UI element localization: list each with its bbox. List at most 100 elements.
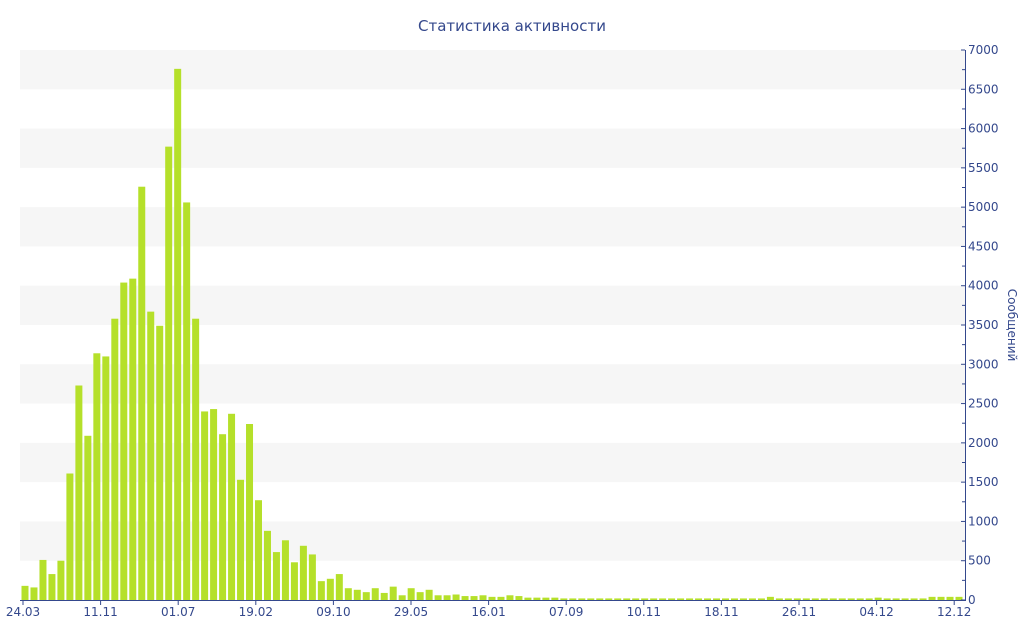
bar (192, 318, 200, 600)
bar (219, 434, 227, 600)
bar (66, 473, 74, 600)
x-tick-label: 29.05 (394, 605, 428, 619)
y-tick-label: 6500 (968, 82, 999, 96)
bar (21, 585, 29, 600)
bar (299, 545, 307, 600)
x-tick-label: 10.11 (627, 605, 661, 619)
bar (695, 598, 703, 600)
bar (407, 588, 415, 600)
bar (578, 598, 586, 600)
bar (614, 598, 622, 600)
bar (237, 479, 245, 600)
x-tick-label: 11.11 (83, 605, 117, 619)
x-tick-label: 16.01 (471, 605, 505, 619)
bar (84, 435, 92, 600)
bar (75, 385, 83, 600)
bar (838, 598, 846, 600)
bar (102, 356, 110, 600)
bar (443, 595, 451, 600)
y-tick-label: 1500 (968, 475, 999, 489)
x-tick-label: 24.03 (6, 605, 40, 619)
y-tick-label: 2500 (968, 397, 999, 411)
y-tick-label: 7000 (968, 43, 999, 57)
y-tick-label: 4000 (968, 279, 999, 293)
bar (461, 596, 469, 600)
bar (48, 574, 56, 600)
bar (371, 588, 379, 600)
bar (30, 587, 38, 600)
bar (174, 68, 182, 601)
bar (308, 554, 316, 600)
bar (434, 595, 442, 600)
bar (623, 598, 631, 600)
bar (497, 596, 505, 600)
bar (39, 559, 47, 600)
bar (587, 598, 595, 600)
bar (775, 598, 783, 600)
bar (784, 598, 792, 600)
bar (704, 598, 712, 600)
bar (677, 598, 685, 600)
bar (811, 598, 819, 600)
bar (57, 560, 65, 600)
x-tick-label: 07.09 (549, 605, 583, 619)
bar (551, 597, 559, 600)
bar (201, 411, 209, 600)
y-axis-ticks: 0 500 1000 1500 2000 2500 3000 3500 4000 4500 5000… (961, 43, 999, 607)
bar (425, 589, 433, 600)
bar (757, 598, 765, 600)
bar (946, 596, 954, 600)
y-tick-label: 3500 (968, 318, 999, 332)
x-tick-label: 12.12 (937, 605, 971, 619)
grid-band (20, 285, 965, 325)
bar (713, 598, 721, 600)
bar (766, 596, 774, 600)
bar (659, 598, 667, 600)
y-tick-label: 3000 (968, 357, 999, 371)
bar (524, 597, 532, 600)
bar (739, 598, 747, 600)
bar (147, 311, 155, 600)
grid-band (20, 207, 965, 247)
bar (416, 592, 424, 600)
y-tick-label: 2000 (968, 436, 999, 450)
chart-title: Статистика активности (418, 17, 606, 35)
bar (228, 413, 236, 600)
grid-band (20, 50, 965, 90)
bar (138, 186, 146, 600)
bar (901, 598, 909, 600)
bar (183, 202, 191, 600)
bar-series (21, 68, 963, 601)
bar (263, 530, 271, 600)
bar (326, 578, 334, 600)
x-tick-label: 18.11 (704, 605, 738, 619)
grid-band (20, 128, 965, 168)
bar (919, 598, 927, 600)
y-tick-label: 5500 (968, 161, 999, 175)
bar (928, 596, 936, 600)
y-axis-label: Сообщений (1005, 289, 1019, 362)
bar (955, 596, 963, 600)
bar (802, 598, 810, 600)
bar (892, 598, 900, 600)
bar (722, 598, 729, 600)
bar (452, 594, 460, 600)
bar (668, 598, 676, 600)
y-tick-label: 500 (968, 554, 991, 568)
bar (470, 596, 478, 600)
bar (335, 574, 343, 600)
bar (290, 562, 298, 600)
bar (515, 596, 523, 600)
x-tick-label: 04.12 (859, 605, 893, 619)
bar (686, 598, 694, 600)
bar (281, 540, 289, 600)
bar (937, 596, 945, 600)
bar (317, 581, 325, 600)
bar (479, 595, 487, 600)
y-tick-label: 5000 (968, 200, 999, 214)
bar (165, 146, 173, 600)
bar (255, 500, 262, 600)
bar (533, 597, 541, 600)
bar (820, 598, 828, 600)
